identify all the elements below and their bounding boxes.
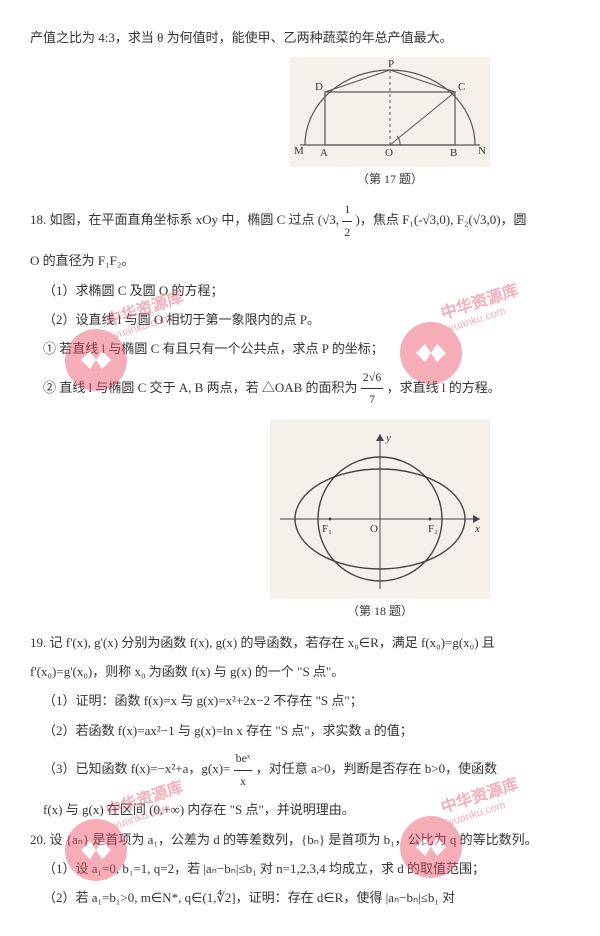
q18-head-frac: 12 [342,199,352,243]
label-n: N [478,145,486,157]
intro-line: 产值之比为 4:3，求当 θ 为何值时，能使甲、乙两种蔬菜的年总产值最大。 [30,26,570,49]
q18-head-3: O 的直径为 F₁F₂。 [30,249,570,272]
q20-l1: 20. 设 {aₙ} 是首项为 a₁，公差为 d 的等差数列，{bₙ} 是首项为… [30,828,570,851]
label-c: C [458,81,465,93]
q18-p2: （2）设直线 l 与圆 O 相切于第一象限内的点 P。 [30,308,570,331]
label-a: A [320,147,328,159]
label-o: O [385,147,393,159]
q18-p2b-b: ，求直线 l 的方程。 [387,380,501,395]
q18-head: 18. 如图，在平面直角坐标系 xOy 中，椭圆 C 过点 (√3, 12 )，… [30,199,570,243]
label-p: P [388,58,394,70]
q19-p3b: ，对任意 a>0，判断是否存在 b>0，使函数 [256,761,497,776]
q18-p2b-a: ② 直线 l 与椭圆 C 交于 A, B 两点，若 △OAB 的面积为 [43,380,361,395]
label-d: D [315,81,323,93]
figure-18-caption: （第 18 题） [190,601,570,623]
q19-p3c: f(x) 与 g(x) 在区间 (0,+∞) 内存在 "S 点"，并说明理由。 [30,798,570,821]
q20-p2: （2）若 a₁=b₁>0, m∈N*, q∈(1,∜2]，证明：存在 d∈R，使… [30,886,570,909]
page: 产值之比为 4:3，求当 θ 为何值时，能使甲、乙两种蔬菜的年总产值最大。 P … [30,26,570,910]
label-f1: F₁ [322,523,332,535]
label-m: M [294,145,304,157]
q19-p3-frac: beˣx [234,748,253,792]
q18-p2a: ① 若直线 l 与椭圆 C 有且只有一个公共点，求点 P 的坐标； [30,337,570,360]
q20-p1: （1）设 a₁=0, b₁=1, q=2，若 |aₙ−bₙ|≤b₁ 对 n=1,… [30,857,570,880]
q19-p2: （2）若函数 f(x)=ax²−1 与 g(x)=ln x 存在 "S 点"，求… [30,719,570,742]
figure-18-svg: F₁ O F₂ y x [270,419,490,599]
q18-p1: （1）求椭圆 C 及圆 O 的方程； [30,279,570,302]
q18-p2b-frac: 2√67 [361,367,384,411]
label-y: y [385,432,391,444]
q18-head-1: 18. 如图，在平面直角坐标系 xOy 中，椭圆 C 过点 (√3, [30,212,342,227]
q19-p3a: （3）已知函数 f(x)=−x²+a，g(x)= [43,761,234,776]
figure-17: P D C M A O B N （第 17 题） [30,57,570,191]
figure-17-svg: P D C M A O B N [290,57,490,167]
q18-head-2: )，焦点 F₁(-√3,0), F₂(√3,0)，圆 [356,212,527,227]
figure-17-caption: （第 17 题） [210,169,570,191]
q19-p3: （3）已知函数 f(x)=−x²+a，g(x)= beˣx ，对任意 a>0，判… [30,748,570,792]
label-o2: O [370,523,378,535]
q19-l2: f'(x₀)=g'(x₀)，则称 x₀ 为函数 f(x) 与 g(x) 的一个 … [30,660,570,683]
q19-p1: （1）证明：函数 f(x)=x 与 g(x)=x²+2x−2 不存在 "S 点"… [30,689,570,712]
q19-l1: 19. 记 f'(x), g'(x) 分别为函数 f(x), g(x) 的导函数… [30,631,570,654]
label-x: x [474,523,480,535]
label-f2: F₂ [428,523,438,535]
figure-18: F₁ O F₂ y x （第 18 题） [30,419,570,623]
q18-p2b: ② 直线 l 与椭圆 C 交于 A, B 两点，若 △OAB 的面积为 2√67… [30,367,570,411]
label-b: B [450,147,457,159]
